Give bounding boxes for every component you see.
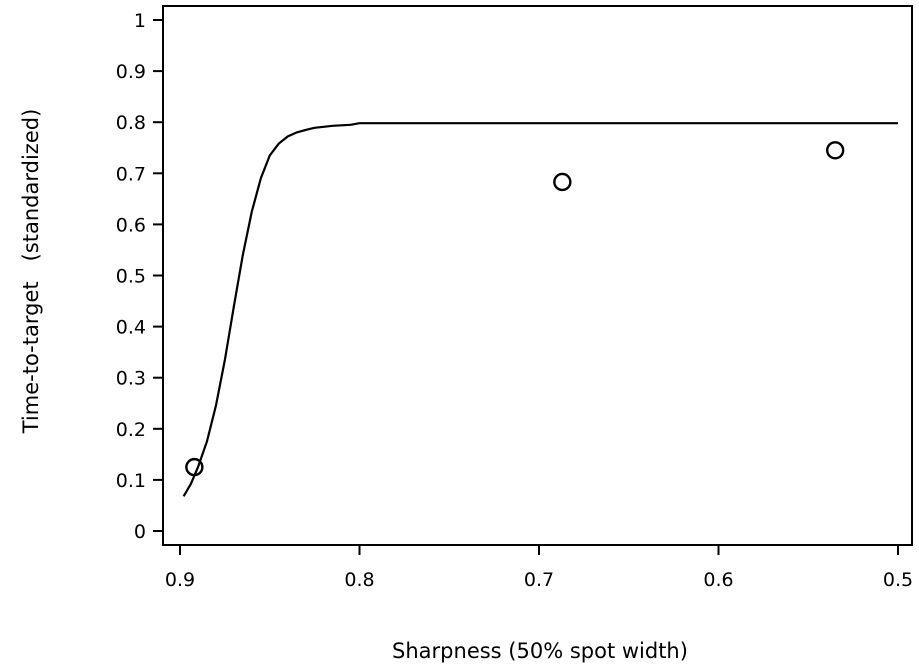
x-axis-title: Sharpness (50% spot width) [392,639,688,663]
y-tick-label: 0.6 [116,214,146,236]
x-tick-label: 0.9 [165,569,195,591]
x-tick-label: 0.7 [524,569,554,591]
fit-curve [182,122,898,497]
y-tick-label: 0.9 [116,61,146,83]
y-tick-label: 0.5 [116,266,146,288]
y-tick-label: 0.1 [116,470,146,492]
x-tick-label: 0.6 [703,569,733,591]
data-points [185,141,845,477]
data-point [553,172,572,192]
y-tick-label: 1 [134,10,146,32]
y-axis: 0 0.1 0.2 0.3 0.4 0.5 0.6 0.7 0.8 0.9 1 [116,10,163,543]
y-axis-title: Time-to-target (standardized) [19,109,43,435]
y-tick-label: 0.4 [116,317,146,339]
data-point [185,457,204,477]
y-tick-label: 0.3 [116,368,146,390]
data-point [825,141,845,160]
y-tick-label: 0.8 [116,112,146,134]
x-tick-label: 0.8 [344,569,374,591]
x-axis: 0.9 0.8 0.7 0.6 0.5 [165,545,913,591]
y-tick-label: 0.7 [116,163,146,185]
y-tick-label: 0 [134,521,146,543]
x-tick-label: 0.5 [883,569,913,591]
plot-frame [162,5,913,546]
y-tick-label: 0.2 [116,419,146,441]
